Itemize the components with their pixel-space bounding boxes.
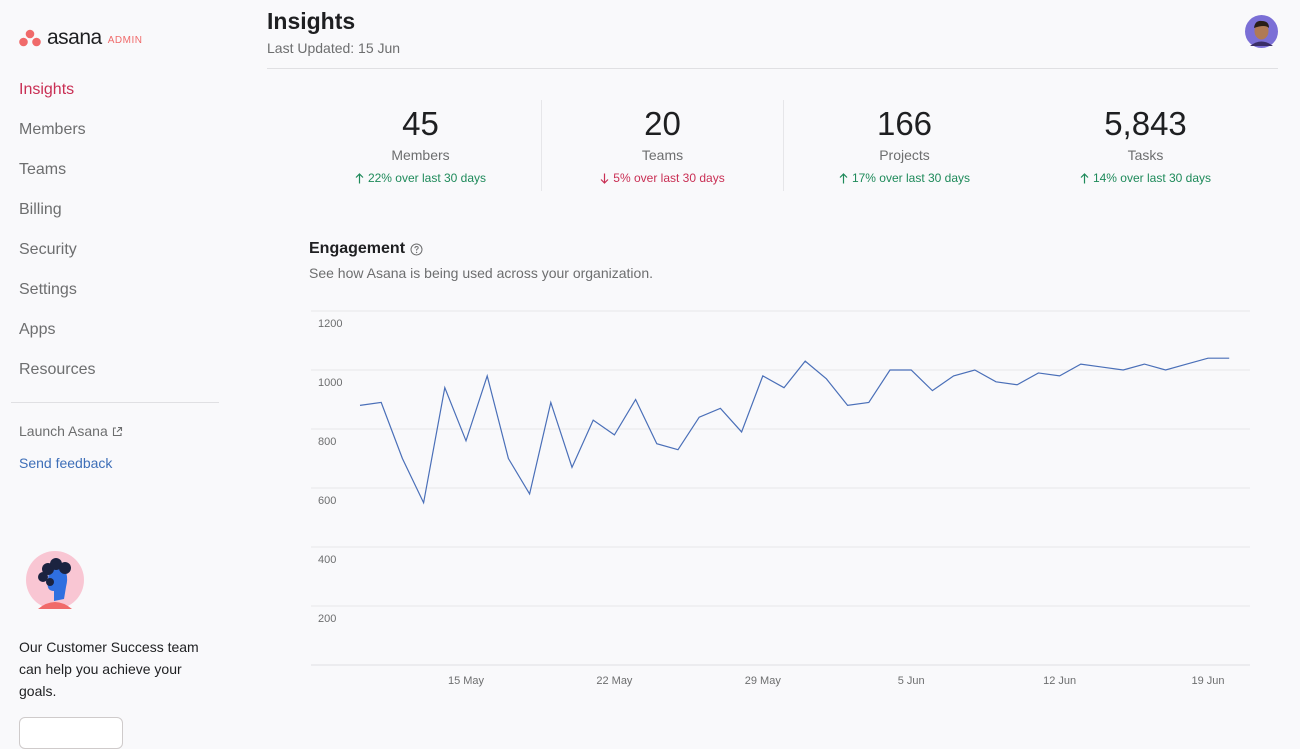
stat-card: 45 Members 22% over last 30 days <box>300 100 541 191</box>
nav-item[interactable]: Billing <box>19 201 62 218</box>
y-tick-label: 600 <box>318 495 336 507</box>
stat-label: Tasks <box>1127 147 1164 163</box>
stat-change-text: 17% over last 30 days <box>851 171 971 185</box>
stat-change: 22% over last 30 days <box>300 171 541 185</box>
y-tick-label: 1200 <box>318 318 342 330</box>
page-title: Insights <box>267 8 356 34</box>
chart-title: Engagement <box>309 240 406 257</box>
stat-card: 166 Projects 17% over last 30 days <box>783 100 1025 191</box>
chart-subtitle: See how Asana is being used across your … <box>309 265 653 281</box>
nav: Insights Members Teams Billing Security Setti… <box>19 78 95 398</box>
stat-change-text: 14% over last 30 days <box>1092 171 1212 185</box>
nav-item[interactable]: Members <box>19 121 86 138</box>
trend-arrow <box>839 172 848 183</box>
stat-label: Members <box>391 147 450 163</box>
header-divider <box>267 68 1278 69</box>
y-tick-label: 400 <box>318 554 336 566</box>
x-tick-label: 15 May <box>448 675 485 687</box>
stat-value: 166 <box>876 105 933 142</box>
nav-item[interactable]: Insights <box>19 81 75 98</box>
nav-item[interactable]: Resources <box>19 361 96 378</box>
stat-change-text: 5% over last 30 days <box>613 171 725 185</box>
divider <box>11 402 219 403</box>
x-tick-label: 19 Jun <box>1191 675 1224 687</box>
stat-change: 17% over last 30 days <box>784 171 1025 185</box>
nav-item[interactable]: Settings <box>19 281 77 298</box>
trend-arrow <box>355 172 364 183</box>
logo-icon <box>19 29 41 47</box>
stat-value: 20 <box>644 105 681 142</box>
x-tick-label: 12 Jun <box>1043 675 1076 687</box>
stat-change: 5% over last 30 days <box>542 171 783 185</box>
y-tick-label: 1000 <box>318 377 342 389</box>
stats-row: 45 Members 22% over last 30 days 20 Teams 5% … <box>300 100 1266 191</box>
launch-text: Launch Asana <box>19 423 108 439</box>
logo-badge: ADMIN <box>107 34 143 46</box>
help-text: Our Customer Success team can help you a… <box>19 639 199 699</box>
stat-value: 5,843 <box>1104 105 1187 142</box>
nav-item[interactable]: Teams <box>19 161 67 178</box>
stat-label: Teams <box>641 147 684 163</box>
help-button[interactable] <box>19 717 123 749</box>
stat-change: 14% over last 30 days <box>1025 171 1266 185</box>
logo[interactable]: asana ADMIN <box>19 26 142 50</box>
helper-illustration <box>26 551 84 609</box>
nav-item[interactable]: Security <box>19 241 77 258</box>
stat-change-text: 22% over last 30 days <box>367 171 487 185</box>
trend-arrow <box>600 173 609 184</box>
help-icon[interactable] <box>410 243 423 256</box>
user-avatar[interactable] <box>1245 15 1278 48</box>
external-icon <box>112 426 122 436</box>
logo-text: asana <box>47 26 102 49</box>
x-tick-label: 22 May <box>596 675 633 687</box>
x-tick-label: 5 Jun <box>898 675 925 687</box>
chart-title-row: Engagement <box>309 240 423 258</box>
x-tick-label: 29 May <box>745 675 782 687</box>
trend-arrow <box>1080 172 1089 183</box>
stat-card: 5,843 Tasks 14% over last 30 days <box>1025 100 1266 191</box>
nav-item[interactable]: Apps <box>19 321 56 338</box>
launch-link[interactable]: Launch Asana <box>19 423 123 439</box>
feedback-link[interactable]: Send feedback <box>19 455 113 471</box>
app: {"sidebar": {"logo": "asana", "badge": "… <box>11 8 1278 749</box>
stat-card: 20 Teams 5% over last 30 days <box>541 100 783 191</box>
data-line <box>359 357 1230 505</box>
page: html, body { margin: 0; padding: 0; } bo… <box>11 8 1278 749</box>
chart: 200 400 600 800 1000 1200 15 May 22 May 29 May 5 … <box>311 310 1250 687</box>
stat-value: 45 <box>402 105 439 142</box>
stat-label: Projects <box>879 147 930 163</box>
y-tick-label: 200 <box>318 613 336 625</box>
last-updated: Last Updated: 15 Jun <box>267 40 401 56</box>
y-tick-label: 800 <box>318 436 336 448</box>
